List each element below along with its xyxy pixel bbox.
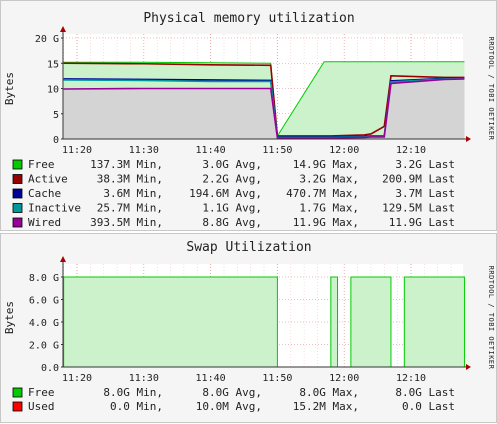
legend-avg: 194.6M Avg, bbox=[189, 187, 262, 200]
legend-last: 0.0 Last bbox=[402, 400, 455, 413]
legend-min: 137.3M Min, bbox=[90, 158, 163, 171]
y-axis-label: Bytes bbox=[3, 301, 16, 334]
legend-last: 3.2G Last bbox=[395, 158, 455, 171]
x-tick-label: 12:00 bbox=[329, 145, 359, 156]
legend-min: 8.0G Min, bbox=[103, 386, 163, 399]
memory-chart: Physical memory utilization Bytes RRDTOOL … bbox=[3, 11, 495, 229]
legend-last: 3.7M Last bbox=[395, 187, 455, 200]
y-tick-label: 4.0 G bbox=[29, 318, 59, 329]
legend-max: 3.2G Max, bbox=[299, 173, 359, 186]
legend-avg: 1.1G Avg, bbox=[202, 202, 262, 215]
y-tick-label: 0 bbox=[53, 135, 59, 146]
x-axis-arrow bbox=[466, 364, 471, 370]
legend-name-inactive: Inactive bbox=[28, 202, 81, 215]
legend-last: 11.9G Last bbox=[389, 216, 455, 229]
legend-swatch-used bbox=[12, 401, 23, 412]
legend-max: 15.2M Max, bbox=[293, 400, 359, 413]
watermark: RRDTOOL / TOBI OETIKER bbox=[487, 37, 495, 141]
x-tick-label: 11:50 bbox=[262, 145, 292, 156]
legend-avg: 8.8G Avg, bbox=[202, 216, 262, 229]
legend-swatch-free bbox=[12, 387, 23, 398]
swap-chart: Swap Utilization Bytes RRDTOOL / TOBI OETI… bbox=[3, 240, 495, 413]
legend-last: 200.9M Last bbox=[382, 173, 455, 186]
y-tick-label: 20 G bbox=[35, 34, 59, 45]
legend-name-cache: Cache bbox=[28, 187, 61, 200]
legend-name-free: Free bbox=[28, 158, 55, 171]
series-free-line bbox=[350, 276, 392, 367]
watermark: RRDTOOL / TOBI OETIKER bbox=[487, 266, 495, 370]
x-tick-label: 11:40 bbox=[196, 373, 226, 384]
legend-swatch-inactive bbox=[12, 203, 23, 213]
swap-chart-panel: Swap Utilization Bytes RRDTOOL / TOBI OETI… bbox=[0, 233, 497, 423]
series-free-line bbox=[63, 61, 465, 138]
series-free-line bbox=[403, 276, 465, 367]
y-tick-label: 10 bbox=[47, 85, 59, 96]
x-tick-label: 11:20 bbox=[62, 145, 92, 156]
series-free-area bbox=[330, 277, 338, 367]
series-wired-area bbox=[63, 78, 465, 139]
legend-last: 129.5M Last bbox=[382, 202, 455, 215]
y-axis-arrow bbox=[60, 256, 66, 262]
legend-max: 8.0G Max, bbox=[299, 386, 359, 399]
series-free-area bbox=[350, 277, 391, 367]
legend-swatch-active bbox=[12, 174, 23, 184]
x-tick-label: 11:20 bbox=[62, 373, 92, 384]
x-axis-arrow bbox=[466, 136, 471, 142]
chart-title: Physical memory utilization bbox=[143, 11, 354, 26]
legend-min: 393.5M Min, bbox=[90, 216, 163, 229]
y-axis-label: Bytes bbox=[3, 72, 16, 105]
legend-max: 14.9G Max, bbox=[293, 158, 359, 171]
legend-avg: 10.0M Avg, bbox=[196, 400, 262, 413]
memory-chart-panel: Physical memory utilization Bytes RRDTOOL … bbox=[0, 0, 497, 231]
y-axis-arrow bbox=[60, 26, 66, 32]
legend-max: 11.9G Max, bbox=[293, 216, 359, 229]
y-tick-label: 2.0 G bbox=[29, 341, 59, 352]
legend-name-active: Active bbox=[28, 173, 68, 186]
series-free-area bbox=[404, 277, 465, 367]
legend-max: 470.7M Max, bbox=[286, 187, 359, 200]
legend-min: 3.6M Min, bbox=[103, 187, 163, 200]
legend-name-used: Used bbox=[28, 400, 55, 413]
legend-name-wired: Wired bbox=[28, 216, 61, 229]
x-tick-label: 11:50 bbox=[262, 373, 292, 384]
legend-min: 38.3M Min, bbox=[97, 173, 163, 186]
series-free-line bbox=[63, 276, 278, 367]
legend-last: 8.0G Last bbox=[395, 386, 455, 399]
legend-swatch-cache bbox=[12, 188, 23, 199]
x-tick-label: 12:10 bbox=[396, 373, 426, 384]
legend-max: 1.7G Max, bbox=[299, 202, 359, 215]
legend-swatch-free bbox=[12, 159, 23, 170]
y-tick-label: 6.0 G bbox=[29, 296, 59, 307]
legend-avg: 8.0G Avg, bbox=[202, 386, 262, 399]
x-tick-label: 11:30 bbox=[129, 145, 159, 156]
legend-avg: 2.2G Avg, bbox=[202, 173, 262, 186]
y-tick-label: 0.0 bbox=[41, 363, 59, 374]
series-wired-line bbox=[63, 78, 465, 139]
chart-title: Swap Utilization bbox=[186, 240, 311, 255]
series-active-line bbox=[63, 62, 465, 137]
legend-min: 25.7M Min, bbox=[97, 202, 163, 215]
x-tick-label: 11:40 bbox=[196, 145, 226, 156]
legend-min: 0.0 Min, bbox=[110, 400, 163, 413]
x-tick-label: 12:00 bbox=[329, 373, 359, 384]
legend-name-free: Free bbox=[28, 386, 55, 399]
y-tick-label: 15 bbox=[47, 59, 59, 70]
series-free-line bbox=[330, 276, 339, 367]
legend-swatch-wired bbox=[12, 217, 23, 228]
y-tick-label: 8.0 G bbox=[29, 273, 59, 284]
y-tick-label: 5 bbox=[53, 110, 59, 121]
x-tick-label: 12:10 bbox=[396, 145, 426, 156]
series-free-area bbox=[63, 277, 278, 367]
x-tick-label: 11:30 bbox=[129, 373, 159, 384]
legend-avg: 3.0G Avg, bbox=[202, 158, 262, 171]
